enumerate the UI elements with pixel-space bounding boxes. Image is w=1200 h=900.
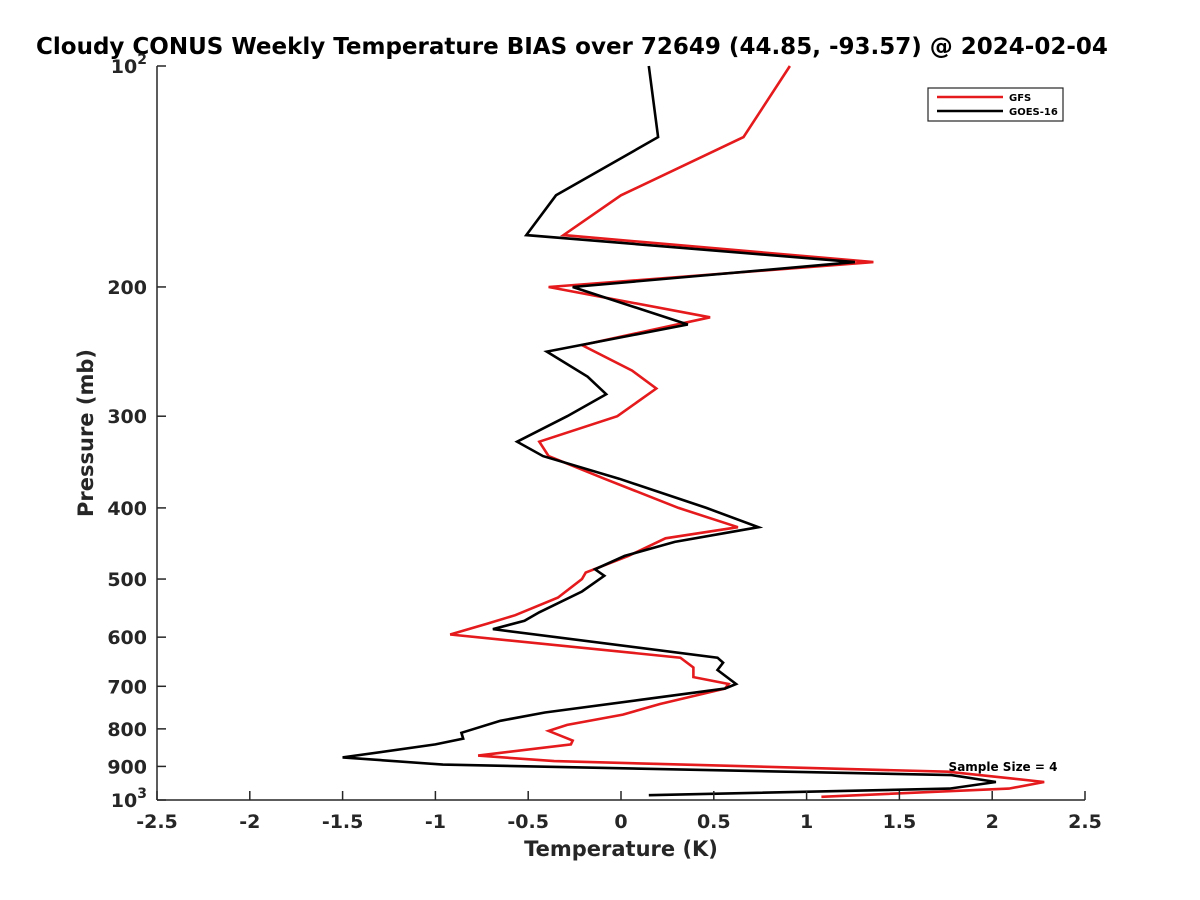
legend-label: GOES-16: [1009, 107, 1058, 118]
series-line-goes-16: [342, 65, 997, 797]
plot-area: [156, 66, 1085, 801]
x-axis-label: Temperature (K): [524, 837, 718, 861]
legend: GFS GOES-16: [927, 87, 1064, 122]
y-tick-label: 103: [111, 786, 147, 812]
y-tick-label: 200: [107, 277, 147, 299]
x-tick-label: -1: [425, 811, 446, 833]
x-tick-label: 2.5: [1068, 811, 1102, 833]
x-tick-label: 0.5: [697, 811, 731, 833]
x-tick-label: -2.5: [136, 811, 178, 833]
x-tick-label: -1.5: [322, 811, 364, 833]
x-axis: -2.5 -2 -1.5 -1 -0.5 0 0.5 1 1.5 2 2.5: [136, 791, 1102, 833]
x-tick-label: 1: [800, 811, 813, 833]
series-layer: [342, 65, 1045, 799]
y-axis: 102 200 300 400 500 600 700 800 900 103: [107, 52, 166, 812]
y-tick-label: 700: [107, 676, 147, 698]
y-tick-label: 900: [107, 756, 147, 778]
y-tick-label: 800: [107, 719, 147, 741]
y-axis-label: Pressure (mb): [74, 349, 98, 517]
x-tick-label: -0.5: [507, 811, 549, 833]
chart-title: Cloudy CONUS Weekly Temperature BIAS ove…: [36, 34, 1108, 60]
x-tick-label: -2: [239, 811, 260, 833]
x-tick-label: 0: [614, 811, 627, 833]
y-tick-label: 400: [107, 498, 147, 520]
x-tick-label: 1.5: [883, 811, 917, 833]
legend-label: GFS: [1009, 93, 1031, 104]
y-tick-label: 300: [107, 406, 147, 428]
x-tick-label: 2: [986, 811, 999, 833]
y-tick-label: 600: [107, 627, 147, 649]
y-tick-label: 500: [107, 569, 147, 591]
y-tick-label: 102: [111, 52, 147, 78]
legend-box: [927, 87, 1064, 122]
sample-size-annotation: Sample Size = 4: [949, 760, 1058, 774]
